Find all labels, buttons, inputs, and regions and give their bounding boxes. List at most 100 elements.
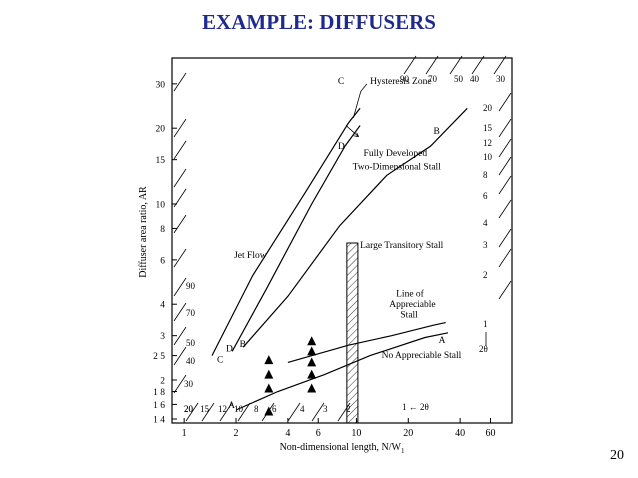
triangle-marker-0	[264, 406, 274, 416]
bottom-diagonal-2	[219, 402, 233, 422]
curve-line-b	[242, 107, 468, 348]
angle-label-bottom-8: 2	[346, 404, 351, 414]
angle-label-bottom-5: 6	[272, 404, 277, 414]
x-axis-label-text: Non-dimensional length, N/W	[280, 442, 402, 453]
right-diagonal-2	[498, 138, 512, 158]
left-diagonal-2	[173, 140, 187, 160]
y-tick-label-5: 3	[160, 332, 165, 342]
top-diagonal-3	[471, 55, 485, 75]
curve-line-of-appreciable-stall	[287, 322, 446, 363]
angle-label-right-5: 6	[483, 191, 488, 201]
angle-diagonals	[173, 55, 512, 422]
left-diagonal-9	[173, 326, 187, 346]
hysteresis-leader	[352, 83, 368, 118]
hysteresis-arrow	[345, 125, 359, 138]
y-tick-label-4: 2 5	[153, 352, 165, 362]
left-diagonal-8	[173, 302, 187, 322]
slide-title: EXAMPLE: DIFFUSERS	[202, 10, 436, 34]
annotation-10: D	[338, 142, 345, 152]
right-diagonal-1	[498, 118, 512, 138]
angle-label-bottom-7: 3	[323, 404, 328, 414]
angle-label-bottom-6: 4	[300, 404, 305, 414]
y-tick-label-0: 1 4	[153, 416, 165, 426]
y-tick-label-7: 6	[160, 256, 165, 266]
angle-label-top-0: 90	[400, 74, 410, 84]
annotation-7: Stall	[400, 310, 418, 320]
y-tick-label-11: 20	[156, 125, 166, 135]
x-axis-label: Non-dimensional length, N/W1	[280, 442, 405, 455]
angle-label-left-4: 30	[184, 379, 194, 389]
x-tick-label-5: 20	[403, 428, 413, 439]
angle-label-top-2: 50	[454, 74, 464, 84]
left-diagonal-10	[173, 346, 187, 366]
bottom-diagonal-0	[185, 402, 199, 422]
angle-label-right-0: 20	[483, 103, 493, 113]
angle-label-top-3: 40	[470, 74, 480, 84]
y-tick-label-2: 1 8	[153, 388, 165, 398]
y-axis-label: Diffuser area ratio, AR	[138, 186, 149, 278]
triangle-marker-2	[264, 369, 274, 379]
bottom-diagonal-1	[201, 402, 215, 422]
triangle-marker-3	[264, 355, 274, 365]
curve-line-c	[211, 107, 361, 356]
triangle-marker-7	[307, 346, 317, 356]
hatched-band-rect	[346, 242, 359, 424]
annotation-8: No Appreciable Stall	[382, 351, 462, 361]
angle-label-left-0: 90	[186, 281, 196, 291]
annotation-3: Two-Dimensional Stall	[353, 163, 442, 173]
x-tick-label-3: 6	[316, 428, 321, 439]
stall-boundary-curves	[211, 107, 468, 411]
angle-label-top-4: 30	[496, 74, 506, 84]
top-diagonal-4	[493, 55, 507, 75]
right-diagonal-4	[498, 175, 512, 195]
y-tick-label-8: 8	[160, 225, 165, 235]
annotation-16: A	[228, 401, 235, 411]
x-tick-label-7: 60	[485, 428, 495, 439]
right-diagonal-3	[498, 156, 512, 176]
annotation-12: A	[439, 336, 446, 346]
y-axis-ticks: 1 4 1 6 1 82 2 5 3 4 6 8 10 15 20 30	[153, 80, 177, 426]
x-axis-label-subscript: 1	[401, 447, 405, 455]
triangle-marker-5	[307, 369, 317, 379]
angle-unit-label: 1 ← 2θ	[402, 402, 429, 412]
bottom-diagonal-5	[287, 402, 301, 422]
angle-label-left-1: 70	[186, 308, 196, 318]
left-diagonal-6	[173, 248, 187, 268]
x-tick-label-6: 40	[455, 428, 465, 439]
annotation-2: Fully Developed	[364, 149, 428, 159]
triangle-marker-6	[307, 357, 317, 367]
x-tick-label-0: 1	[182, 428, 187, 439]
angle-unit-label-right-bottom: 2θ	[479, 344, 488, 354]
plot-frame	[171, 57, 513, 424]
angle-label-right-1: 15	[483, 123, 493, 133]
y-tick-label-12: 30	[156, 80, 166, 90]
right-diagonal-6	[498, 228, 512, 248]
x-tick-label-2: 4	[285, 428, 290, 439]
angle-label-bottom-1: 15	[200, 404, 210, 414]
angle-label-right-7: 3	[483, 240, 488, 250]
angle-label-right-4: 8	[483, 170, 488, 180]
angle-label-right-2: 12	[483, 138, 492, 148]
angle-label-bottom-2: 12	[218, 404, 227, 414]
top-diagonal-2	[449, 55, 463, 75]
right-diagonal-0	[498, 92, 512, 112]
angle-label-bottom-0: 20	[184, 404, 194, 414]
bottom-diagonal-6	[311, 402, 325, 422]
left-diagonal-3	[173, 168, 187, 188]
left-diagonal-1	[173, 118, 187, 138]
y-tick-label-9: 10	[156, 201, 166, 211]
angle-label-right-3: 10	[483, 152, 493, 162]
annotation-0: Jet Flow	[234, 251, 267, 261]
left-diagonal-5	[173, 214, 187, 234]
annotation-5: Line of	[396, 288, 425, 299]
annotation-9: C	[338, 77, 344, 87]
annotation-14: D	[226, 344, 233, 354]
right-diagonal-8	[498, 280, 512, 300]
chart-annotations: Jet Flow Hysteresis Zone Fully Developed Tw…	[217, 77, 462, 411]
y-tick-label-6: 4	[160, 301, 165, 311]
angle-label-right-8: 2	[483, 270, 488, 280]
left-diagonal-7	[173, 277, 187, 297]
triangle-marker-4	[307, 383, 317, 393]
y-tick-label-1: 1 6	[153, 401, 165, 411]
left-diagonal-11	[173, 374, 187, 394]
